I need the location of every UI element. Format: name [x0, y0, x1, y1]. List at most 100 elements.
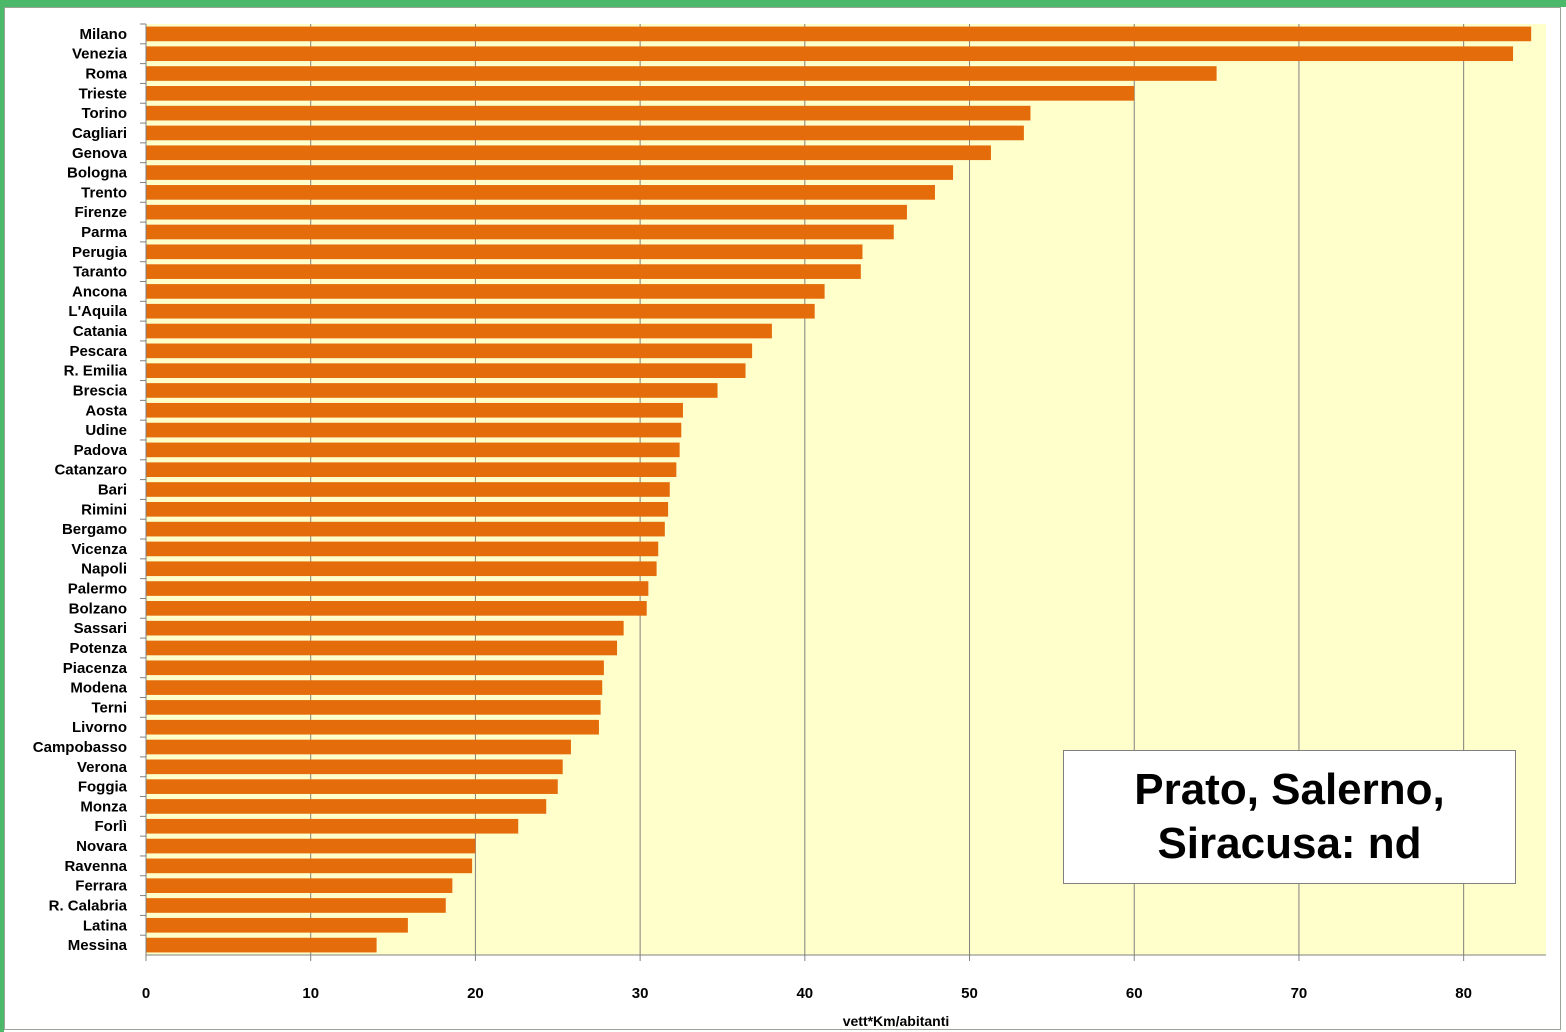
category-label: Foggia [78, 779, 128, 796]
bar [146, 363, 746, 378]
bar [146, 383, 718, 398]
category-label: Firenze [74, 204, 127, 221]
category-label: Torino [81, 105, 127, 122]
note-line-2: Siracusa: nd [1157, 819, 1422, 868]
category-label: Bologna [67, 165, 128, 182]
bars [146, 26, 1532, 953]
bar [146, 640, 618, 656]
category-label: Catanzaro [54, 462, 127, 479]
bar [146, 204, 907, 220]
bar [146, 264, 861, 279]
category-label: Napoli [81, 561, 127, 578]
category-label: Campobasso [33, 739, 127, 756]
bar [146, 838, 476, 854]
category-label: Bergamo [62, 521, 127, 538]
category-label: Padova [74, 442, 128, 459]
x-axis-title: vett*Km/abitanti [843, 1013, 950, 1029]
bar [146, 145, 991, 161]
category-label: Rimini [81, 501, 127, 518]
category-label: Taranto [73, 264, 127, 281]
axes [140, 23, 1546, 961]
bar [146, 86, 1135, 101]
bar [146, 779, 558, 794]
bar [146, 105, 1031, 121]
category-label: Perugia [72, 244, 128, 261]
x-tick-label: 30 [632, 985, 649, 1002]
bar [146, 422, 682, 438]
category-label: Catania [73, 323, 128, 340]
category-label: Cagliari [72, 125, 127, 142]
bar [146, 917, 408, 933]
bar [146, 501, 669, 517]
category-label: Parma [81, 224, 128, 241]
bar [146, 323, 772, 339]
category-label: Pescara [69, 343, 127, 360]
bar [146, 462, 677, 478]
bar [146, 700, 601, 715]
bar [146, 343, 753, 359]
x-tick-label: 50 [961, 985, 978, 1002]
bar [146, 185, 935, 200]
x-tick-label: 10 [302, 985, 319, 1002]
category-label: Livorno [72, 719, 127, 736]
category-label: Piacenza [63, 660, 128, 677]
note-box: Prato, Salerno, Siracusa: nd [1063, 750, 1516, 884]
category-label: Milano [80, 26, 128, 43]
category-label: L'Aquila [68, 303, 127, 320]
bar [146, 521, 665, 537]
bar [146, 601, 647, 616]
category-label: Palermo [68, 581, 127, 598]
category-label: Trento [81, 184, 127, 201]
category-label: Bari [98, 482, 127, 499]
bar [146, 284, 825, 299]
x-tick-label: 70 [1291, 985, 1308, 1002]
category-label: Potenza [69, 640, 127, 657]
tick-labels: 0 10 20 30 40 50 60 70 80 [142, 985, 1472, 1002]
category-label: R. Emilia [64, 363, 128, 380]
category-label: Genova [72, 145, 128, 162]
category-label: Latina [83, 917, 128, 934]
category-label: R. Calabria [49, 897, 128, 914]
category-label: Forlì [95, 818, 128, 835]
bar [146, 66, 1217, 81]
green-border-left [0, 0, 4, 1032]
category-label: Messina [68, 937, 128, 954]
bar [146, 402, 683, 418]
x-tick-label: 40 [796, 985, 813, 1002]
category-label: Bolzano [69, 600, 127, 617]
category-label: Brescia [73, 382, 128, 399]
bar [146, 581, 649, 596]
category-label: Vicenza [71, 541, 127, 558]
category-label: Verona [77, 759, 128, 776]
category-label: Ancona [72, 283, 128, 300]
x-tick-label: 20 [467, 985, 484, 1002]
category-label: Udine [85, 422, 127, 439]
bar [146, 46, 1514, 62]
bar [146, 759, 563, 775]
bar [146, 224, 894, 240]
bar [146, 739, 571, 755]
x-tick-label: 0 [142, 985, 150, 1002]
bar [146, 541, 659, 557]
category-labels: Milano Venezia Roma Trieste Torino Cagliari Ge… [33, 26, 128, 954]
bar [146, 482, 670, 497]
category-label: Aosta [85, 402, 127, 419]
bar [146, 878, 453, 893]
category-label: Sassari [74, 620, 127, 637]
bar [146, 561, 657, 577]
bar [146, 620, 624, 636]
category-label: Ravenna [64, 858, 127, 875]
x-tick-label: 80 [1455, 985, 1472, 1002]
category-label: Novara [76, 838, 128, 855]
category-label: Roma [85, 66, 127, 83]
category-label: Venezia [72, 46, 128, 63]
category-label: Terni [91, 699, 127, 716]
category-label: Trieste [79, 85, 127, 102]
bar [146, 125, 1024, 141]
category-label: Ferrara [75, 878, 127, 895]
bar [146, 799, 547, 814]
bar [146, 26, 1532, 42]
bar [146, 660, 604, 676]
